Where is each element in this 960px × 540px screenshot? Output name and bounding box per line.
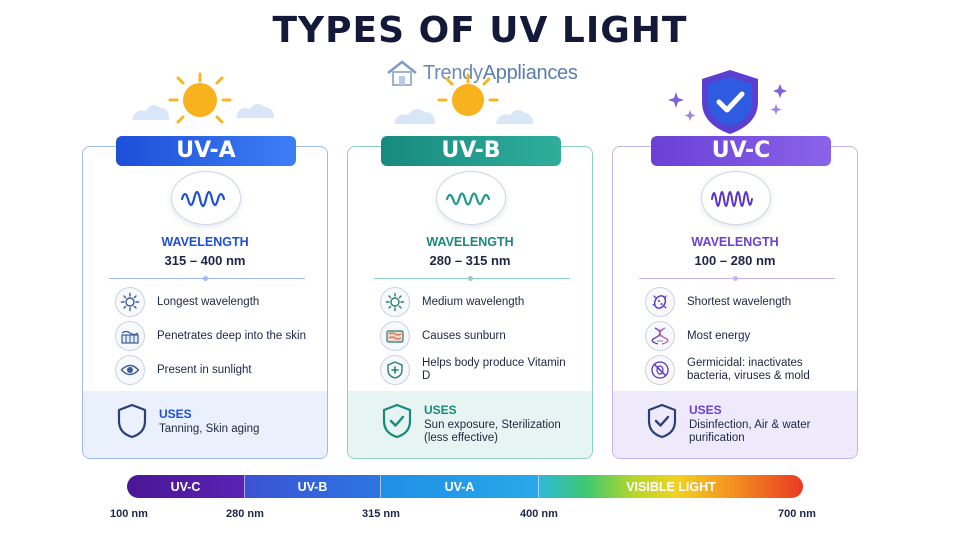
feature-item: Medium wavelength: [380, 287, 572, 317]
feature-item: Shortest wavelength: [645, 287, 837, 317]
feature-item: Longest wavelength: [115, 287, 307, 317]
shield-check-icon: [668, 70, 787, 134]
sun-icon: [115, 287, 145, 317]
spectrum-tick: 400 nm: [520, 508, 558, 520]
no-bacteria-icon: [645, 355, 675, 385]
page-title: TYPES OF UV LIGHT: [272, 10, 688, 51]
wavelength-label: WAVELENGTH: [691, 235, 779, 249]
sun-cloud-icon: [394, 73, 533, 124]
spectrum-segment-uvb: UV-B: [245, 475, 381, 498]
wavelength-range: 315 – 400 nm: [164, 253, 246, 268]
uses-text: Disinfection, Air & water purification: [689, 419, 811, 444]
uvb-badge: UV-B: [381, 136, 561, 166]
spectrum-tick: 315 nm: [362, 508, 400, 520]
shield-check-icon: [647, 403, 677, 439]
uses-panel: USES Disinfection, Air & water purificat…: [613, 391, 857, 458]
feature-item: Penetrates deep into the skin: [115, 321, 307, 351]
uvc-card: WAVELENGTH 100 – 280 nm Shortest wavelen…: [612, 146, 858, 459]
skin-layers-icon: [115, 321, 145, 351]
feature-item: Germicidal: inactivates bacteria, viruse…: [645, 355, 847, 385]
uses-text: Tanning, Skin aging: [159, 423, 260, 435]
shield-plus-icon: [380, 355, 410, 385]
divider: [639, 276, 835, 281]
wave-icon: [171, 171, 241, 225]
wavelength-label: WAVELENGTH: [161, 235, 249, 249]
spectrum-segment-uva: UV-A: [381, 475, 539, 498]
feature-item: Causes sunburn: [380, 321, 572, 351]
wave-icon: [436, 171, 506, 225]
spectrum-segment-uvc: UV-C: [127, 475, 245, 498]
uses-text: Sun exposure, Sterilization (less effect…: [424, 419, 561, 444]
sunburn-icon: [380, 321, 410, 351]
house-logo-icon: [387, 60, 417, 86]
spectrum-tick: 280 nm: [226, 508, 264, 520]
dna-icon: [645, 321, 675, 351]
shield-check-icon: [382, 403, 412, 439]
uv-spectrum-bar: UV-C UV-B UV-A VISIBLE LIGHT: [127, 475, 803, 498]
spectrum-tick: 100 nm: [110, 508, 148, 520]
uses-panel: USES Sun exposure, Sterilization (less e…: [348, 391, 592, 458]
uvc-badge: UV-C: [651, 136, 831, 166]
divider: [374, 276, 570, 281]
bacteria-icon: [645, 287, 675, 317]
sun-cloud-icon: [132, 72, 274, 124]
uses-label: USES: [689, 403, 722, 417]
sun-icon: [380, 287, 410, 317]
wave-icon: [701, 171, 771, 225]
uvb-card: WAVELENGTH 280 – 315 nm Medium wavelengt…: [347, 146, 593, 459]
divider: [109, 276, 305, 281]
wavelength-range: 100 – 280 nm: [694, 253, 776, 268]
feature-item: Present in sunlight: [115, 355, 307, 385]
feature-item: Most energy: [645, 321, 837, 351]
wavelength-label: WAVELENGTH: [426, 235, 514, 249]
uses-panel: USES Tanning, Skin aging: [83, 391, 327, 458]
spectrum-tick: 700 nm: [778, 508, 816, 520]
wavelength-range: 280 – 315 nm: [429, 253, 511, 268]
feature-item: Helps body produce Vitamin D: [380, 355, 572, 385]
shield-icon: [117, 403, 147, 439]
spectrum-segment-visible: VISIBLE LIGHT: [539, 475, 803, 498]
uva-badge: UV-A: [116, 136, 296, 166]
uva-card: WAVELENGTH 315 – 400 nm Longest waveleng…: [82, 146, 328, 459]
uses-label: USES: [159, 407, 192, 421]
eye-icon: [115, 355, 145, 385]
uses-label: USES: [424, 403, 457, 417]
